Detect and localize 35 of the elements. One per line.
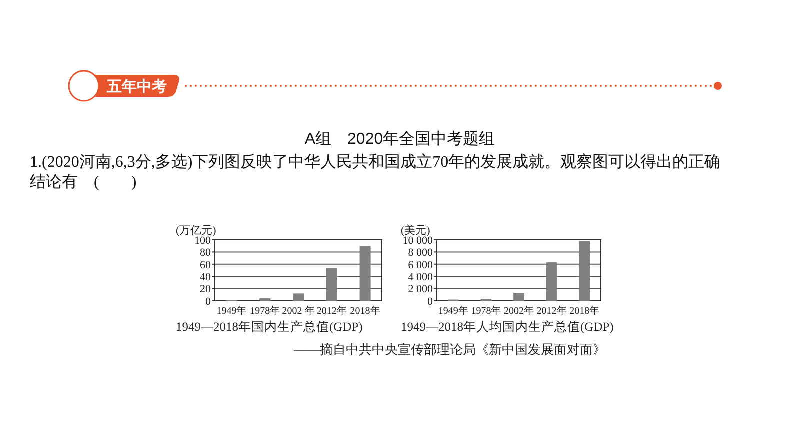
x-tick-label: 2018年	[350, 305, 380, 317]
x-tick-label: 2018年	[570, 305, 600, 317]
y-tick-label: 80	[200, 247, 212, 260]
y-tick-label: 8 000	[408, 247, 434, 260]
y-tick-label: 20	[200, 284, 212, 296]
bar	[546, 262, 558, 301]
bar	[326, 268, 338, 301]
text: 五年中考	[106, 78, 167, 96]
y-tick-label: 2 000	[408, 284, 434, 296]
x-tick-label: 1978年	[250, 305, 280, 317]
y-tick-label: 40	[200, 271, 212, 284]
text: 1.(2020河南,6,3分,多选)下列图反映了中华人民共和国成立70年的发展成就。观察图可以得出的正确结论有 ( )	[30, 153, 722, 193]
y-tick-label: 4 000	[408, 271, 434, 284]
text: ——摘自中共中央宣传部理论局《新中国发展面对面》	[293, 342, 606, 357]
y-tick-label: 60	[200, 259, 212, 272]
x-tick-label: 1949年	[438, 305, 468, 317]
text: 1949—2018年人均国内生产总值(GDP)	[401, 320, 614, 334]
x-tick-label: 2002 年	[282, 305, 315, 317]
y-tick-label: 6 000	[408, 259, 434, 272]
x-tick-label: 2002年	[504, 305, 534, 317]
y-axis-title: (美元)	[401, 224, 431, 237]
bar	[360, 246, 371, 301]
x-tick-label: 1978年	[471, 305, 502, 317]
y-tick-label: 0	[206, 296, 212, 308]
x-tick-label: 2012年	[316, 305, 347, 317]
y-axis-title: (万亿元)	[176, 225, 217, 237]
x-tick-label: 1949年	[216, 305, 247, 317]
bar	[292, 294, 304, 301]
bar	[514, 293, 524, 301]
bar	[579, 241, 590, 301]
y-tick-label: 100	[194, 234, 212, 247]
y-tick-label: 0	[428, 296, 434, 308]
text: 1949—2018年国内生产总值(GDP)	[176, 320, 363, 334]
x-tick-label: 2012年	[536, 305, 567, 317]
text: A组 2020年全国中考题组	[304, 130, 496, 148]
